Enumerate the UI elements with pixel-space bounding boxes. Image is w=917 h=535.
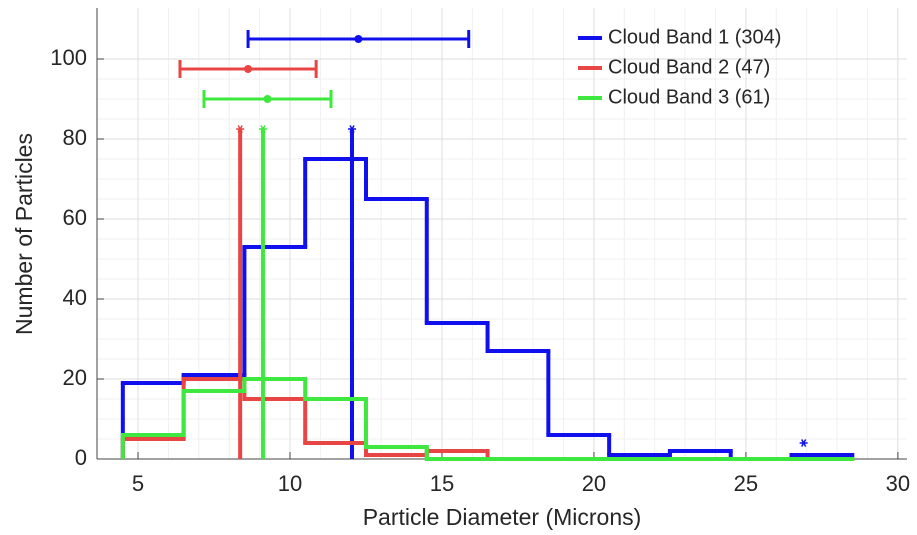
legend-label: Cloud Band 2 (47): [608, 56, 770, 78]
x-tick-label: 5: [132, 471, 144, 496]
y-tick-label: 0: [75, 445, 87, 470]
y-tick-label: 40: [63, 285, 87, 310]
x-tick-label: 15: [430, 471, 454, 496]
x-tick-label: 30: [886, 471, 910, 496]
median-marker: [258, 125, 267, 133]
median-marker: [348, 125, 357, 133]
x-tick-label: 25: [734, 471, 758, 496]
x-tick-label: 10: [278, 471, 302, 496]
outlier-marker: [799, 439, 808, 447]
legend-label: Cloud Band 3 (61): [608, 86, 770, 108]
y-tick-label: 80: [63, 125, 87, 150]
x-axis-label: Particle Diameter (Microns): [363, 504, 642, 530]
legend-label: Cloud Band 1 (304): [608, 26, 781, 48]
y-tick-label: 60: [63, 205, 87, 230]
mean-dot: [354, 35, 363, 43]
y-tick-label: 100: [50, 45, 87, 70]
median-marker: [236, 125, 245, 133]
mean-dot: [244, 65, 253, 73]
y-axis-label: Number of Particles: [11, 133, 37, 335]
mean-dot: [263, 95, 272, 103]
y-tick-label: 20: [63, 365, 87, 390]
x-tick-label: 20: [582, 471, 606, 496]
